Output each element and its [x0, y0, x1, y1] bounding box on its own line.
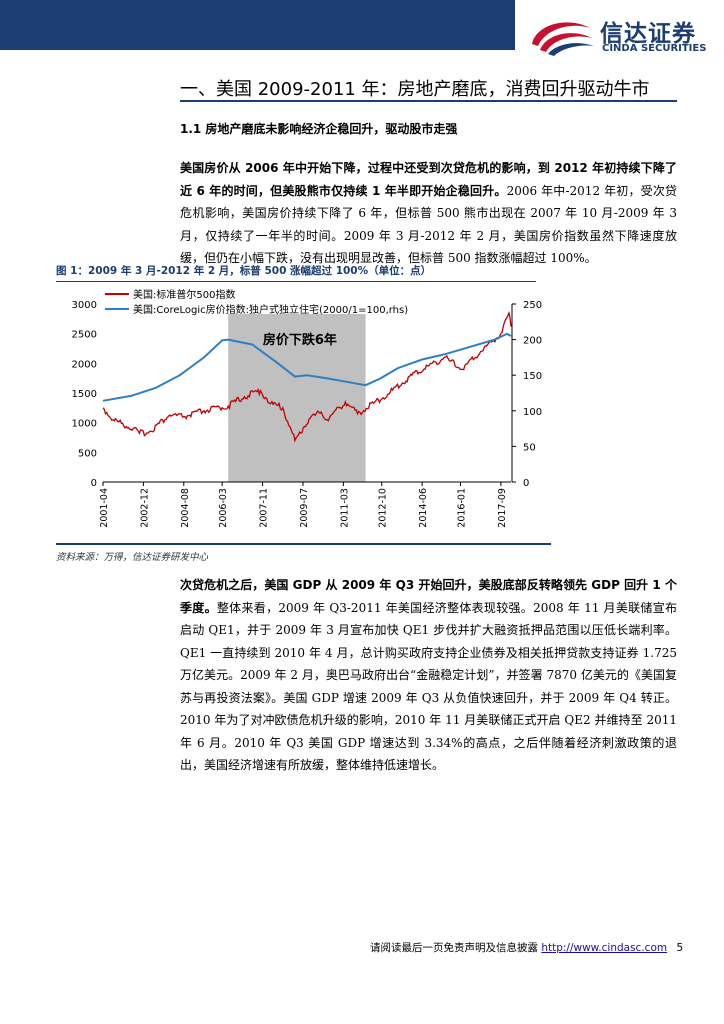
page-number: 5 [676, 942, 684, 954]
footer-disclaimer: 请阅读最后一页免责声明及信息披露 [370, 942, 538, 954]
y-right-tick-label: 150 [523, 371, 542, 382]
x-tick-label: 2007-11 [259, 488, 270, 528]
y-left-tick-label: 3000 [72, 300, 97, 311]
y-left-tick-label: 1500 [72, 389, 97, 400]
section-title: 一、美国 2009-2011 年：房地产磨底，消费回升驱动牛市 [180, 79, 650, 100]
x-tick-label: 2014-06 [418, 488, 429, 528]
y-right-tick-label: 200 [523, 336, 542, 347]
shaded-period [228, 314, 366, 482]
x-tick-label: 2002-12 [139, 488, 150, 528]
y-left-tick-label: 500 [78, 448, 97, 459]
company-logo: 信达证券 CINDA SECURITIES [528, 14, 718, 64]
y-right-tick-label: 250 [523, 300, 542, 311]
x-tick-label: 2017-09 [497, 488, 508, 528]
x-tick-label: 2004-08 [180, 488, 191, 528]
series-line-1 [102, 310, 512, 443]
figure-title: 图 1：2009 年 3 月-2012 年 2 月，标普 500 涨幅超过 10… [56, 265, 432, 277]
y-left-tick-label: 2000 [72, 359, 97, 370]
y-left-tick-label: 1000 [72, 419, 97, 430]
x-tick-label: 2009-07 [299, 488, 310, 528]
paragraph-1-lead: 美国房价从 2006 年中开始下降，过程中还受到次贷危机的影响，到 2012 年… [180, 161, 677, 198]
x-tick-label: 2012-10 [378, 488, 389, 528]
footer-url-link[interactable]: http://www.cindasc.com [541, 942, 668, 954]
paragraph-2: 次贷危机之后，美国 GDP 从 2009 年 Q3 开始回升，美股底部反转略领先… [180, 574, 677, 777]
paragraph-1-body: 2006 年中-2012 年初，受次贷危机影响，美国房价持续下降了 6 年，但标… [180, 183, 677, 266]
series-line-2 [102, 332, 512, 402]
y-right-tick-label: 50 [523, 442, 536, 453]
shaded-period-label: 房价下跌6年 [263, 332, 337, 348]
paragraph-1: 美国房价从 2006 年中开始下降，过程中还受到次贷危机的影响，到 2012 年… [180, 157, 677, 270]
header-band [0, 0, 515, 50]
x-tick-label: 2011-03 [339, 488, 350, 528]
figure-rule-bottom [56, 543, 551, 545]
section-title-rule [180, 100, 677, 102]
y-left-tick-label: 2500 [72, 330, 97, 341]
brand-name-cn: 信达证券 [600, 21, 696, 47]
paragraph-2-body: 整体来看，2009 年 Q3-2011 年美国经济整体表现较强。2008 年 1… [180, 600, 677, 773]
subsection-title: 1.1 房地产磨底未影响经济企稳回升，驱动股市走强 [180, 122, 458, 136]
figure-rule-top [56, 281, 536, 282]
x-tick-label: 2006-03 [218, 488, 229, 528]
x-tick-label: 2001-04 [99, 488, 110, 528]
x-tick-label: 2016-01 [457, 488, 468, 528]
brand-name-en: CINDA SECURITIES [602, 43, 707, 54]
figure-source: 资料来源：万得，信达证券研发中心 [56, 552, 209, 563]
legend-label-2: 美国:CoreLogic房价指数:独户式独立住宅(2000/1=100,rhs) [133, 303, 408, 316]
sp500-vs-house-price-chart: 房价下跌6年 0 500 1000 1500 2000 2500 3000 0 50 100 150 2… [72, 288, 543, 528]
cinda-logo-icon [532, 22, 594, 56]
y-right-tick-label: 0 [523, 478, 529, 489]
y-left-tick-label: 0 [91, 478, 97, 489]
legend-label-1: 美国:标准普尔500指数 [133, 288, 235, 301]
paragraph-2-lead: 次贷危机之后，美国 GDP 从 2009 年 Q3 开始回升，美股底部反转略领先… [180, 578, 677, 615]
page-footer: 请阅读最后一页免责声明及信息披露 http://www.cindasc.com … [370, 940, 683, 955]
y-right-tick-label: 100 [523, 407, 542, 418]
